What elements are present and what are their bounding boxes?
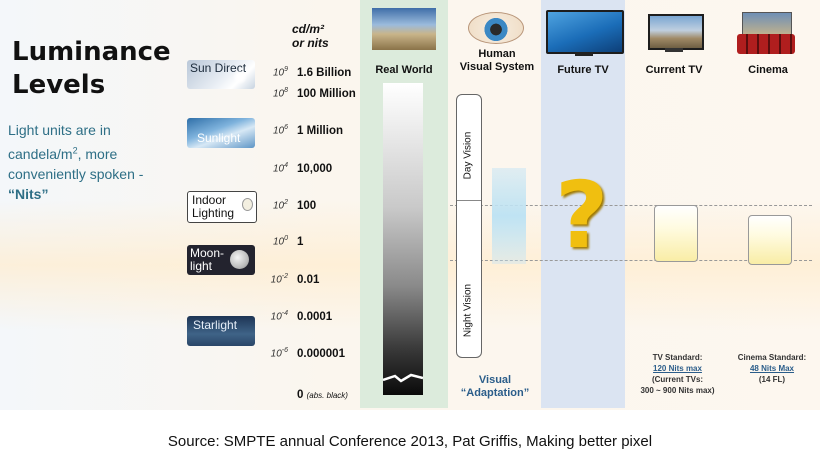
moon-icon bbox=[230, 250, 249, 269]
future-tv-stand bbox=[575, 52, 593, 56]
sun-direct-chip: Sun Direct bbox=[187, 60, 255, 89]
scale-exponent: 106 bbox=[272, 124, 288, 137]
moonlight-chip: Moon- light bbox=[187, 245, 255, 275]
reference-line-1-nit bbox=[450, 260, 812, 261]
eye-icon bbox=[468, 12, 524, 44]
moonlight-label-1: Moon- bbox=[190, 246, 225, 260]
scale-exponent: 108 bbox=[272, 87, 288, 100]
current-tv-heading: Current TV bbox=[645, 64, 703, 76]
starlight-chip: Starlight bbox=[187, 316, 255, 346]
description-line-2: candela/m2, more bbox=[8, 145, 118, 162]
scale-exponent: 10-6 bbox=[270, 347, 288, 360]
cinema-seats-icon bbox=[737, 34, 795, 54]
scale-value: 100 Million bbox=[297, 88, 356, 100]
future-tv-icon bbox=[546, 10, 624, 54]
real-world-break-mark bbox=[383, 373, 423, 383]
moonlight-label-2: light bbox=[190, 259, 213, 273]
future-tv-heading: Future TV bbox=[557, 64, 609, 76]
scale-value: 0.01 bbox=[297, 274, 320, 286]
scale-value: 10,000 bbox=[297, 163, 333, 175]
scale-exponent: 100 bbox=[272, 235, 288, 248]
description-nits: “Nits” bbox=[8, 185, 49, 202]
description: Light units are in candela/m2, more conv… bbox=[8, 120, 178, 204]
vision-range-bar bbox=[456, 94, 482, 358]
scale-value: 0.0001 bbox=[297, 311, 333, 323]
sunlight-label: Sunlight bbox=[197, 131, 241, 145]
scale-value: 100 bbox=[297, 200, 317, 212]
sun-icon bbox=[233, 70, 247, 84]
adaptation-window bbox=[492, 168, 526, 264]
indoor-lighting-chip: Indoor Lighting bbox=[187, 191, 257, 223]
cinema-range-box bbox=[748, 215, 792, 265]
sun-direct-label: Sun Direct bbox=[190, 61, 247, 75]
current-tv-icon bbox=[648, 14, 704, 50]
day-vision-label: Day Vision bbox=[462, 131, 474, 180]
unit-header: cd/m² or nits bbox=[292, 22, 329, 50]
cinema-screen-icon bbox=[742, 12, 792, 36]
scale-value: 1 Million bbox=[297, 125, 343, 137]
visual-adaptation-label: Visual “Adaptation” bbox=[460, 374, 530, 399]
scale-value-zero: 0 (abs. black) bbox=[297, 389, 348, 401]
starlight-label: Starlight bbox=[193, 318, 238, 332]
scale-exponent: 102 bbox=[272, 199, 288, 212]
human-visual-system-heading: Human Visual System bbox=[459, 48, 535, 73]
indoor-lighting-label-2: Lighting bbox=[192, 206, 235, 220]
current-tv-range-box bbox=[654, 205, 698, 262]
lightbulb-icon bbox=[242, 198, 253, 211]
scale-value: 1 bbox=[297, 236, 304, 248]
current-tv-stand bbox=[665, 48, 683, 52]
scale-exponent: 109 bbox=[272, 66, 288, 79]
scale-value: 0.000001 bbox=[297, 348, 345, 360]
indoor-lighting-label-1: Indoor bbox=[192, 193, 227, 207]
real-world-landscape-image bbox=[372, 8, 436, 50]
source-caption: Source: SMPTE annual Conference 2013, Pa… bbox=[167, 433, 653, 450]
real-world-heading: Real World bbox=[375, 64, 433, 76]
scale-value: 1.6 Billion bbox=[297, 67, 352, 79]
question-mark: ? bbox=[555, 162, 609, 269]
description-line-3: conveniently spoken - bbox=[8, 165, 144, 182]
cinema-heading: Cinema bbox=[748, 64, 788, 76]
night-vision-label: Night Vision bbox=[462, 283, 474, 338]
scale-exponent: 10-2 bbox=[270, 273, 288, 286]
future-tv-band bbox=[541, 0, 625, 408]
real-world-gradient-bar bbox=[383, 83, 423, 395]
description-line-1: Light units are in bbox=[8, 122, 111, 138]
page-title: Luminance Levels bbox=[12, 37, 171, 100]
sunlight-chip: Sunlight bbox=[187, 118, 255, 148]
tv-standard-note: TV Standard: 120 Nits max (Current TVs: 300… bbox=[640, 353, 715, 395]
reference-line-100-nits bbox=[450, 205, 812, 206]
scale-exponent: 104 bbox=[272, 162, 288, 175]
cinema-standard-note: Cinema Standard: 48 Nits Max (14 FL) bbox=[737, 353, 807, 384]
scale-exponent: 10-4 bbox=[270, 310, 288, 323]
vision-divider bbox=[457, 200, 481, 201]
